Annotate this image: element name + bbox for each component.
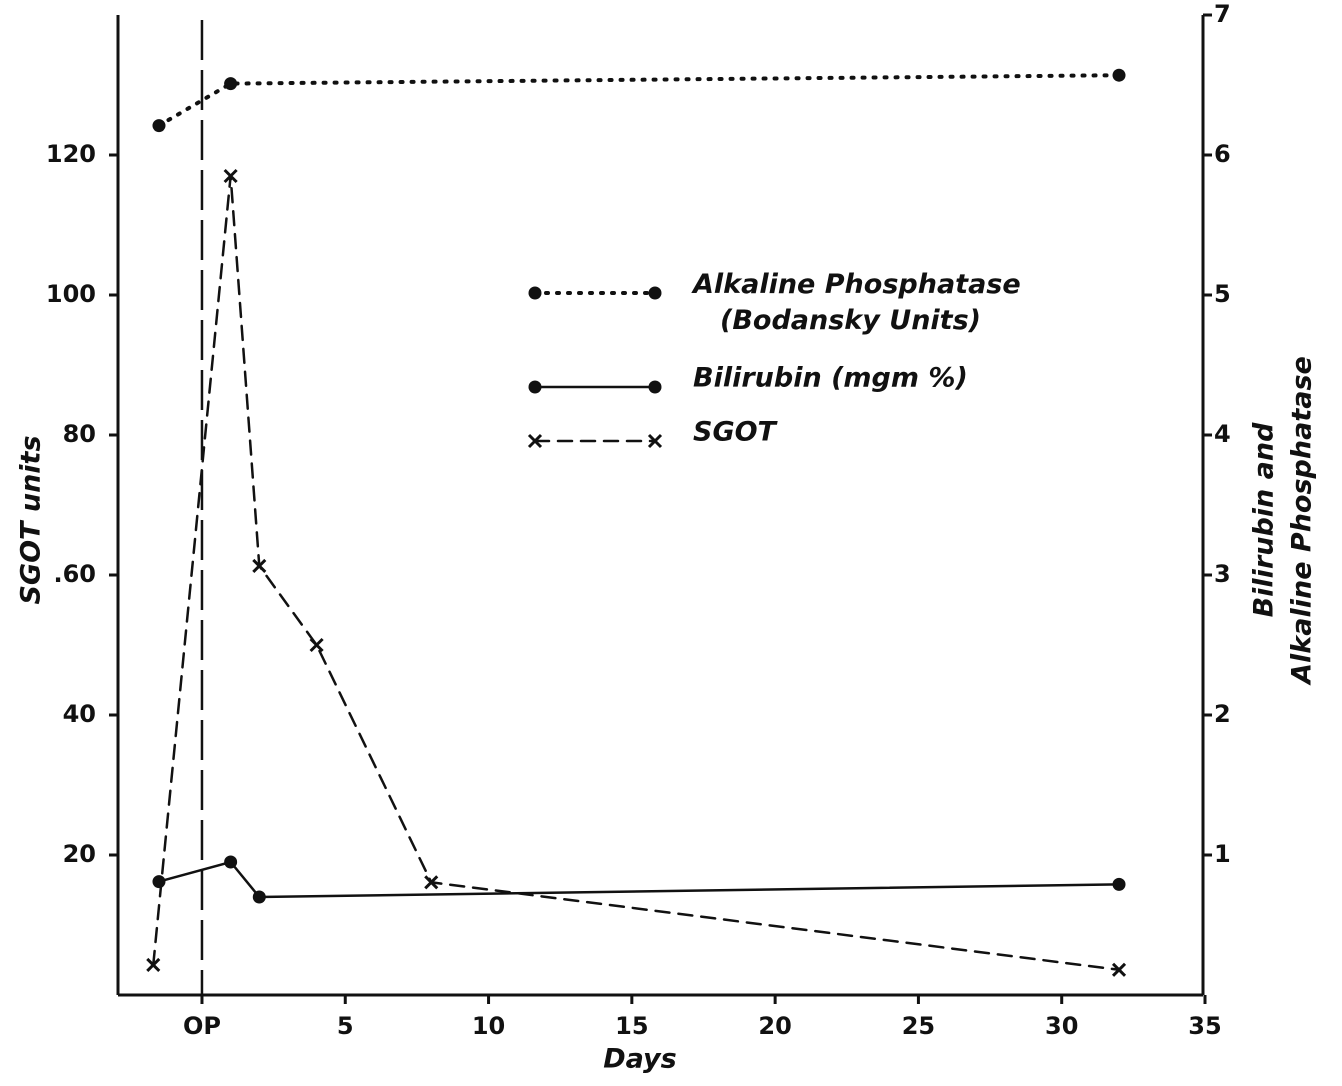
point — [309, 637, 324, 653]
y2-axis-label: Bilirubin and — [1249, 422, 1280, 618]
y2-tick-label: 2 — [1214, 700, 1231, 728]
point — [252, 558, 267, 573]
point — [223, 168, 238, 184]
y-tick-label: 120 — [46, 140, 96, 168]
point — [152, 119, 166, 133]
legend-label: Alkaline Phosphatase (Bodansky Units) — [691, 269, 1021, 336]
legend-marker — [528, 380, 542, 394]
y-tick-label: 40 — [63, 700, 96, 728]
legend-label: Bilirubin (mgm %) — [693, 363, 968, 394]
legend-label: SGOT — [693, 417, 779, 448]
point — [224, 77, 238, 91]
y2-tick-label: 3 — [1214, 560, 1231, 588]
series-line — [156, 73, 1122, 128]
y2-tick-label: 7 — [1214, 0, 1231, 28]
legend-marker — [647, 433, 663, 449]
x-tick-label: 15 — [615, 1012, 648, 1040]
x-tick-label: 10 — [472, 1012, 505, 1040]
y2-axis-label: Alkaline Phosphatase — [1287, 356, 1318, 686]
point — [1112, 68, 1126, 82]
y-axis-label: SGOT units — [16, 435, 47, 604]
point — [424, 875, 439, 890]
legend-marker — [527, 433, 543, 449]
x-tick-label: OP — [183, 1012, 221, 1040]
point — [1112, 877, 1126, 891]
y2-tick-label: 6 — [1214, 140, 1231, 168]
point — [252, 890, 266, 904]
legend-marker — [648, 380, 662, 394]
point — [1111, 962, 1127, 977]
series-line — [157, 860, 1121, 899]
y2-tick-label: 1 — [1214, 840, 1231, 868]
y-tick-label: 100 — [46, 280, 96, 308]
y2-tick-label: 5 — [1214, 280, 1231, 308]
x-axis-label: Days — [603, 1044, 676, 1075]
point — [152, 875, 166, 889]
x-tick-label: 25 — [902, 1012, 935, 1040]
legend-marker — [648, 286, 662, 300]
point — [224, 855, 238, 869]
x-tick-label: 20 — [758, 1012, 791, 1040]
y2-tick-label: 4 — [1214, 420, 1231, 448]
x-tick-label: 30 — [1045, 1012, 1078, 1040]
y-tick-label: 80 — [63, 420, 96, 448]
point — [146, 957, 161, 972]
x-tick-label: 35 — [1188, 1012, 1221, 1040]
y-tick-label: 20 — [63, 840, 96, 868]
series-line — [152, 175, 1121, 972]
legend-marker — [528, 286, 542, 300]
y-tick-label: .60 — [53, 560, 96, 588]
x-tick-label: 5 — [337, 1012, 354, 1040]
